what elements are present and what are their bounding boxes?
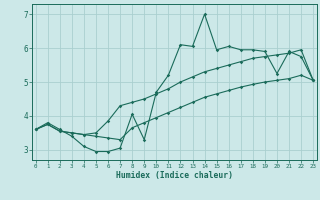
X-axis label: Humidex (Indice chaleur): Humidex (Indice chaleur) bbox=[116, 171, 233, 180]
